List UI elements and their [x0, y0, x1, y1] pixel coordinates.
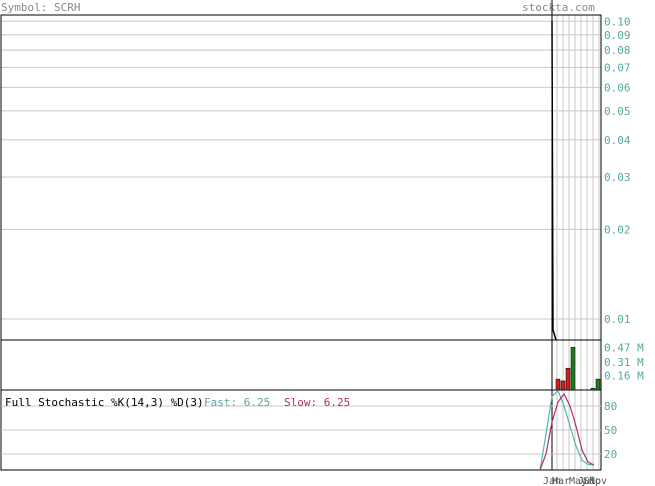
- price-panel-frame: [0, 14, 602, 341]
- volume-tick-label: 0.47 M: [604, 341, 644, 354]
- stochastic-tick-label: 20: [604, 448, 617, 461]
- price-tick-label: 0.06: [604, 81, 631, 94]
- stochastic-slow-line: [539, 392, 595, 471]
- price-tick-label: 0.05: [604, 105, 631, 118]
- x-tick-label: Jul: [578, 476, 596, 486]
- price-tick-label: 0.10: [604, 15, 631, 28]
- price-tick-label: 0.08: [604, 44, 631, 57]
- price-tick-label: 0.01: [604, 313, 631, 326]
- volume-bar: [565, 367, 571, 391]
- x-tick-label: Sep: [583, 476, 601, 486]
- volume-panel-frame: [0, 339, 602, 391]
- stochastic-title: Full Stochastic %K(14,3) %D(3): [5, 396, 204, 409]
- price-series-line: [551, 21, 557, 341]
- stochastic-slow-label: Slow: 6.25: [284, 396, 351, 409]
- x-tick-label: Mar: [552, 476, 570, 486]
- price-tick-label: 0.07: [604, 61, 631, 74]
- stochastic-fast-label: Fast: 6.25: [204, 396, 271, 409]
- site-label[interactable]: stockta.com: [522, 1, 595, 14]
- price-tick-label: 0.02: [604, 223, 631, 236]
- stochastic-tick-label: 80: [604, 400, 617, 413]
- volume-tick-label: 0.16 M: [604, 369, 644, 382]
- symbol-label: Symbol: SCRH: [1, 1, 81, 14]
- volume-tick-label: 0.31 M: [604, 356, 644, 369]
- volume-bar: [555, 378, 561, 391]
- volume-bar: [570, 347, 576, 391]
- volume-bar: [590, 387, 596, 391]
- stochastic-fast-line: [539, 389, 595, 471]
- volume-bar: [560, 380, 566, 391]
- volume-bar: [595, 378, 601, 391]
- price-tick-label: 0.09: [604, 29, 631, 42]
- x-tick-label: May: [569, 476, 587, 486]
- stochastic-tick-label: 50: [604, 424, 617, 437]
- price-tick-label: 0.04: [604, 134, 631, 147]
- x-tick-label: Nov: [589, 476, 607, 486]
- x-tick-label: Jan: [543, 476, 561, 486]
- price-tick-label: 0.03: [604, 171, 631, 184]
